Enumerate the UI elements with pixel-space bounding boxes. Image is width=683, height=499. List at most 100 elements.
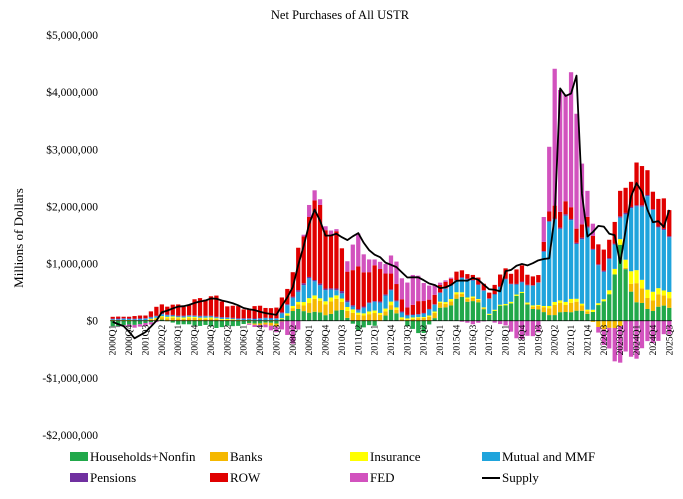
bar-segment-fed (361, 254, 366, 273)
bar-segment-mutual-and-mmf (274, 318, 279, 321)
bar-segment-mutual-and-mmf (203, 316, 208, 318)
bar-segment-pensions (508, 283, 514, 285)
bar-segment-pensions (214, 316, 219, 318)
bar-segment-row (241, 309, 246, 319)
bar-segment-fed (356, 233, 361, 267)
bar-segment-row (186, 304, 192, 316)
bar-segment-insurance (590, 309, 596, 312)
bar-stack-27 (257, 305, 263, 328)
bar-segment-row (574, 228, 579, 243)
bar-segment-row (323, 230, 328, 289)
bar-segment-row (427, 299, 432, 309)
bar-segment-banks (541, 307, 546, 313)
bar-segment-mutual-and-mmf (116, 319, 121, 321)
bar-segment-insurance (225, 318, 230, 321)
bar-segment-banks (252, 323, 257, 325)
bar-segment-banks (317, 300, 323, 313)
bar-segment-mutual-and-mmf (427, 309, 432, 316)
bar-segment-fed (437, 282, 443, 285)
bar-stack-83 (563, 94, 568, 321)
bar-segment-households-nonfin (110, 320, 115, 327)
legend-swatch (482, 452, 500, 461)
bar-segment-households-nonfin (628, 291, 634, 321)
bar-segment-pensions (192, 315, 197, 316)
legend-item-supply: Supply (482, 470, 539, 485)
bar-segment-fed (661, 320, 666, 335)
bar-segment-insurance (290, 305, 295, 309)
bar-segment-mutual-and-mmf (345, 302, 350, 307)
bar-segment-banks (394, 309, 399, 314)
bar-segment-households-nonfin (241, 320, 246, 325)
bar-segment-insurance (339, 298, 345, 302)
bar-stack-84 (568, 72, 574, 321)
bar-segment-fed (618, 326, 623, 363)
bar-segment-pensions (421, 312, 426, 314)
bar-segment-mutual-and-mmf (618, 217, 623, 240)
bar-segment-insurance (541, 306, 546, 308)
bar-segment-households-nonfin (350, 320, 355, 324)
bar-stack-45 (356, 233, 361, 331)
bar-stack-85 (574, 113, 579, 321)
bar-segment-pensions (356, 309, 361, 311)
bar-segment-banks (165, 318, 170, 321)
bar-segment-row (247, 309, 252, 319)
bar-stack-44 (350, 244, 355, 324)
bar-segment-row (197, 298, 203, 316)
bar-segment-households-nonfin (225, 320, 230, 326)
bar-segment-row (219, 301, 224, 318)
bar-segment-insurance (427, 315, 432, 317)
bar-segment-pensions (519, 281, 525, 283)
bar-segment-fed (514, 320, 519, 339)
bar-stack-16 (197, 298, 203, 326)
bar-segment-banks (661, 295, 666, 306)
bar-segment-households-nonfin (427, 320, 432, 325)
bar-segment-mutual-and-mmf (416, 314, 421, 318)
bar-segment-insurance (181, 317, 186, 319)
bar-segment-fed (623, 320, 628, 352)
legend: Households+Nonfin Banks Insurance Mutual an… (70, 449, 595, 485)
bar-segment-mutual-and-mmf (547, 221, 552, 306)
x-tick-label: 2023Q2 (616, 324, 626, 355)
bar-stack-87 (585, 190, 590, 321)
bar-segment-fed (645, 320, 650, 342)
bar-segment-row (568, 207, 574, 219)
bar-stack-49 (377, 261, 383, 321)
x-tick-label: 2008Q2 (289, 324, 299, 355)
x-tick-label: 2002Q2 (158, 324, 168, 355)
bar-stack-41 (334, 229, 339, 321)
legend-item-row: ROW (210, 470, 261, 485)
bar-segment-row (508, 273, 514, 284)
bar-stack-99 (650, 191, 656, 344)
bar-segment-households-nonfin (667, 307, 672, 321)
bar-segment-banks (612, 320, 617, 328)
bar-segment-mutual-and-mmf (459, 278, 465, 293)
bar-segment-fed (263, 324, 268, 328)
bar-segment-insurance (372, 310, 377, 314)
bar-stack-23 (236, 306, 241, 326)
bar-segment-row (236, 306, 241, 319)
bar-segment-fed (394, 261, 399, 285)
bar-segment-banks (405, 319, 410, 321)
bar-segment-mutual-and-mmf (498, 287, 503, 305)
bar-segment-insurance (596, 303, 601, 306)
bar-segment-row (312, 200, 317, 281)
bar-stack-43 (345, 261, 350, 321)
bar-segment-fed (137, 324, 143, 327)
bar-segment-pensions (568, 218, 574, 221)
bar-segment-row (432, 294, 437, 305)
bar-segment-pensions (154, 315, 159, 317)
bar-segment-fed (257, 325, 263, 328)
bar-segment-mutual-and-mmf (296, 291, 301, 302)
bar-segment-row (558, 211, 563, 228)
bar-segment-households-nonfin (372, 320, 377, 326)
bar-segment-households-nonfin (563, 311, 568, 321)
bar-segment-households-nonfin (590, 311, 596, 321)
bar-segment-fed (596, 326, 601, 333)
bar-segment-insurance (192, 316, 197, 318)
bar-segment-insurance (525, 302, 530, 304)
x-tick-label: 2012Q4 (387, 324, 397, 355)
bar-segment-mutual-and-mmf (121, 318, 126, 321)
bar-segment-pensions (388, 289, 394, 291)
bar-segment-banks (476, 299, 481, 303)
bar-segment-fed (126, 324, 132, 327)
